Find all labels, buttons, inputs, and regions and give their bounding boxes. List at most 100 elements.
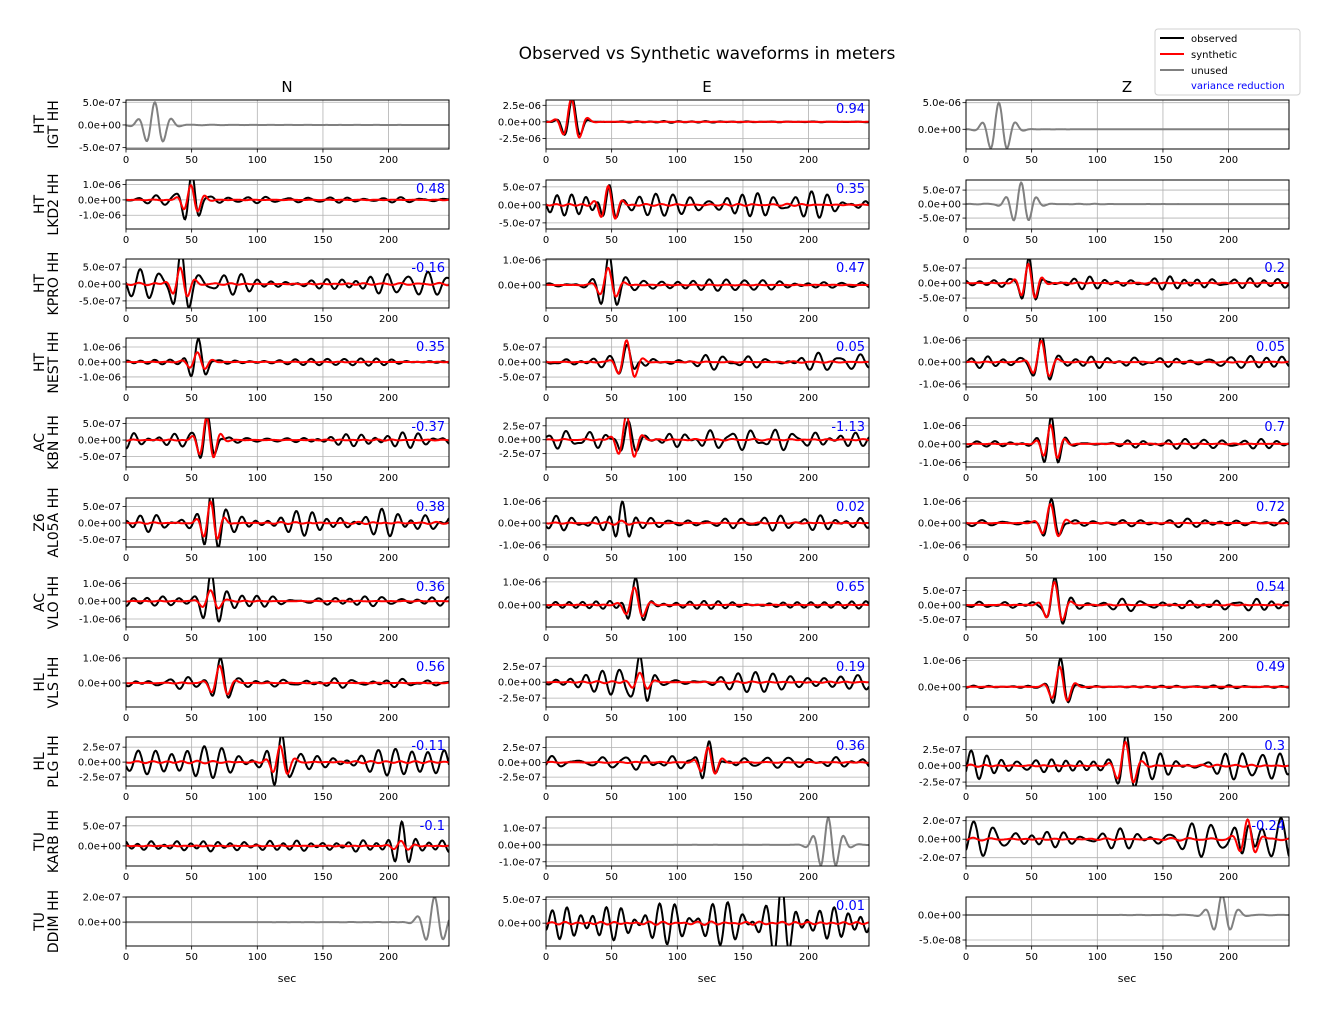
- axes-frame: [965, 99, 1290, 150]
- observed-waveform: [966, 737, 1289, 786]
- variance-reduction-label: 0.05: [836, 340, 865, 355]
- x-tick-label: 0: [543, 553, 549, 564]
- y-tick-label: -5.0e-07: [79, 296, 121, 307]
- x-tick-label: 100: [668, 952, 687, 963]
- variance-reduction-label: 0.49: [1256, 660, 1285, 675]
- x-tick-label: 0: [123, 235, 129, 246]
- x-tick-label: 50: [185, 314, 198, 325]
- y-tick-label: 0.0e+00: [78, 841, 121, 852]
- figure-title: Observed vs Synthetic waveforms in meter…: [519, 44, 896, 64]
- x-tick-label: 200: [379, 792, 398, 803]
- x-tick-label: 50: [185, 713, 198, 724]
- axes-frame: [125, 577, 450, 628]
- y-tick-label: -2.5e-07: [919, 778, 961, 789]
- column-titles: N E Z: [281, 78, 1132, 96]
- station-name-label: KARB HH: [46, 810, 62, 873]
- panel-plg-e: 0 50 100 150 200 2.5e-07 0.0e+00 -2.5e-07 0.36: [498, 736, 870, 803]
- synthetic-waveform: [546, 418, 869, 458]
- x-tick-label: 150: [1153, 792, 1172, 803]
- variance-reduction-label: -0.16: [411, 261, 445, 276]
- x-tick-label: 0: [123, 713, 129, 724]
- y-tick-label: 0.0e+00: [918, 519, 961, 530]
- x-tick-label: 100: [668, 553, 687, 564]
- observed-waveform: [546, 344, 869, 375]
- panel-plg-z: 0 50 100 150 200 2.5e-07 0.0e+00 -2.5e-07 0.3: [918, 736, 1290, 803]
- x-tick-label: 150: [733, 155, 752, 166]
- axes-frame: [545, 258, 870, 309]
- column-title-z: Z: [1122, 78, 1132, 96]
- x-tick-label: 150: [1153, 633, 1172, 644]
- x-tick-label: 150: [313, 314, 332, 325]
- x-tick-label: 0: [963, 393, 969, 404]
- observed-waveform: [126, 418, 449, 460]
- y-tick-label: 0.0e+00: [918, 125, 961, 136]
- x-tick-label: 200: [379, 633, 398, 644]
- y-tick-label: -1.0e-06: [79, 372, 121, 383]
- x-tick-label: 100: [248, 155, 267, 166]
- panel-vls-z: 0 50 100 150 200 1.0e-06 0.0e+00 0.49: [918, 656, 1290, 724]
- x-tick-label: 100: [668, 713, 687, 724]
- x-tick-label: 200: [379, 713, 398, 724]
- panel-kpro-e: 0 50 100 150 200 1.0e-06 0.0e+00 0.47: [498, 256, 870, 325]
- axes-frame: [545, 497, 870, 548]
- legend-unused-label: unused: [1191, 66, 1228, 77]
- x-tick-label: 150: [313, 792, 332, 803]
- variance-reduction-label: 0.19: [836, 660, 865, 675]
- x-tick-label: 150: [733, 473, 752, 484]
- station-network-label: TU: [32, 832, 48, 852]
- unused-waveform: [966, 897, 1289, 931]
- panel-al05a-z: 0 50 100 150 200 1.0e-06 0.0e+00 -1.0e-06 0.72: [918, 497, 1290, 564]
- panel-igt-n: 0 50 100 150 200 5.0e-07 0.0e+00 -5.0e-07: [78, 98, 450, 166]
- y-tick-label: -2.0e-07: [919, 853, 961, 864]
- y-tick-label: 1.0e-06: [83, 342, 121, 353]
- y-tick-label: 5.0e-07: [83, 502, 121, 513]
- x-tick-label: 50: [1025, 792, 1038, 803]
- y-tick-label: -5.0e-07: [79, 535, 121, 546]
- panel-kpro-z: 0 50 100 150 200 5.0e-07 0.0e+00 -5.0e-07 0.2: [918, 258, 1290, 325]
- synthetic-waveform: [546, 920, 869, 926]
- x-tick-label: 200: [1219, 633, 1238, 644]
- x-tick-label: 0: [963, 792, 969, 803]
- x-tick-label: 100: [668, 314, 687, 325]
- x-tick-label: 200: [799, 393, 818, 404]
- synthetic-waveform: [546, 184, 869, 220]
- x-tick-label: 200: [799, 713, 818, 724]
- x-tick-label: 0: [123, 792, 129, 803]
- panel-vls-e: 0 50 100 150 200 2.5e-07 0.0e+00 -2.5e-07 0.19: [498, 657, 870, 724]
- axes-frame: [545, 577, 870, 628]
- x-tick-label: 0: [543, 393, 549, 404]
- x-tick-label: 0: [543, 235, 549, 246]
- x-tick-label: 0: [963, 155, 969, 166]
- variance-reduction-label: -0.37: [411, 420, 445, 435]
- axes-frame: [965, 577, 1290, 628]
- station-name-label: KPRO HH: [46, 252, 62, 316]
- panel-kbn-z: 0 50 100 150 200 1.0e-06 0.0e+00 -1.0e-06 0.7: [918, 417, 1290, 484]
- y-tick-label: 5.0e-07: [83, 263, 121, 274]
- station-network-label: HT: [32, 353, 48, 373]
- station-network-label: HT: [32, 115, 48, 135]
- synthetic-waveform: [126, 839, 449, 851]
- y-tick-label: -1.0e-06: [79, 614, 121, 625]
- x-tick-label: 200: [379, 155, 398, 166]
- y-tick-label: 0.0e+00: [78, 120, 121, 131]
- unused-waveform: [546, 817, 869, 866]
- unused-waveform: [966, 101, 1289, 149]
- y-tick-label: -1.0e-06: [499, 540, 541, 551]
- panel-karb-n: 0 50 100 150 200 5.0e-07 0.0e+00 -0.1: [78, 816, 450, 883]
- y-tick-label: 5.0e-07: [83, 419, 121, 430]
- station-name-label: NEST HH: [46, 331, 62, 393]
- station-name-label: AL05A HH: [46, 487, 62, 557]
- y-tick-label: 0.0e+00: [918, 761, 961, 772]
- legend-frame: [1154, 28, 1301, 96]
- station-network-label: AC: [32, 433, 48, 452]
- x-tick-label: 50: [605, 872, 618, 883]
- y-tick-label: -5.0e-07: [499, 218, 541, 229]
- y-tick-label: -5.0e-07: [919, 294, 961, 305]
- y-tick-label: 0.0e+00: [918, 358, 961, 369]
- y-tick-label: 5.0e-07: [923, 186, 961, 197]
- y-tick-label: 0.0e+00: [78, 518, 121, 529]
- observed-waveform: [546, 184, 869, 219]
- x-tick-label: 150: [313, 235, 332, 246]
- observed-waveform: [126, 578, 449, 623]
